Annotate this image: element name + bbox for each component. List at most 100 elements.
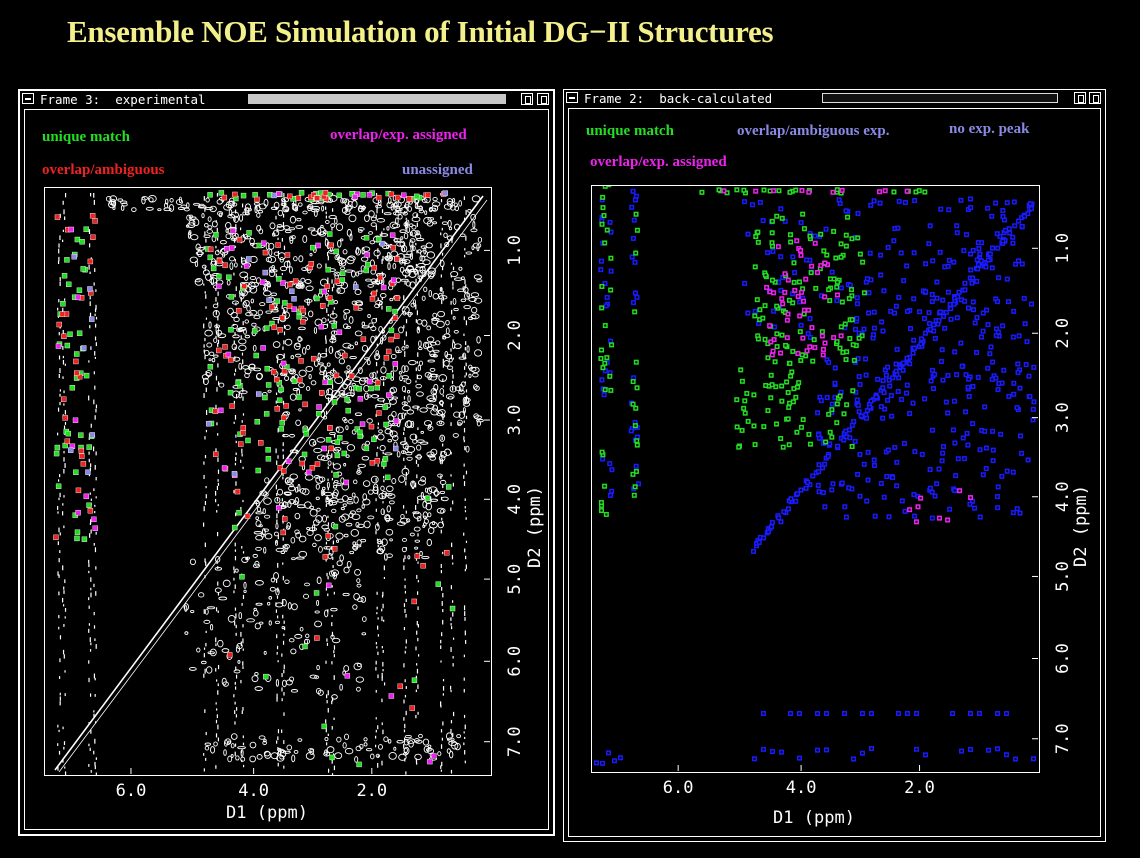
peak-marker [265, 382, 272, 388]
minimize-button[interactable] [1074, 92, 1086, 104]
contour-segment [417, 624, 419, 628]
contour-segment [204, 558, 206, 563]
contour-ring [131, 207, 137, 213]
contour-segment [327, 487, 329, 491]
contour-segment [405, 598, 407, 603]
peak-marker [392, 361, 399, 367]
contour-ring [304, 474, 314, 481]
contour-segment [403, 379, 405, 383]
frame-content [24, 109, 549, 830]
contour-segment [62, 307, 64, 313]
peak-marker [435, 581, 442, 587]
calc-peak-center [900, 251, 903, 254]
contour-ring [305, 344, 311, 350]
contour-ring [241, 556, 249, 563]
contour-ring [298, 535, 307, 543]
peak-marker [309, 465, 316, 471]
contour-segment [89, 533, 91, 538]
title-drag-bar[interactable] [822, 93, 1058, 103]
peak-marker [252, 192, 258, 198]
calc-peak-center [913, 347, 916, 350]
contour-segment [281, 687, 283, 692]
contour-segment [240, 335, 242, 339]
contour-ring [376, 218, 385, 223]
contour-segment [203, 768, 205, 772]
legend-overlap-assigned: overlap/exp. assigned [590, 154, 727, 170]
contour-ring [253, 202, 260, 206]
contour-ring [366, 418, 373, 424]
contour-segment [283, 353, 285, 359]
calc-peak-center [1027, 458, 1030, 461]
contour-ring [452, 297, 457, 305]
contour-segment [381, 594, 384, 598]
calc-peak-center [998, 335, 1001, 338]
title-drag-bar[interactable] [248, 94, 506, 104]
peak-marker [212, 408, 218, 414]
calc-peak-center [833, 396, 836, 399]
contour-segment [62, 503, 64, 506]
contour-ring [369, 372, 375, 379]
window-menu-icon[interactable] [22, 93, 34, 104]
contour-segment [327, 478, 329, 482]
calc-peak-center [951, 712, 954, 715]
maximize-button[interactable] [537, 93, 549, 105]
contour-ring [190, 234, 199, 241]
calc-peak-center [902, 369, 905, 372]
contour-segment [205, 429, 208, 433]
contour-ring [401, 365, 406, 373]
calc-peak-center [942, 379, 945, 382]
calc-peak-center [997, 276, 1000, 279]
peak-marker [78, 432, 84, 438]
maximize-button[interactable] [1089, 92, 1101, 104]
window-menu-icon[interactable] [566, 92, 578, 103]
contour-ring [255, 511, 264, 515]
contour-ring [391, 434, 399, 442]
calc-peak-center [610, 231, 613, 234]
contour-ring [379, 445, 386, 452]
nmr-spectrum-plot[interactable] [44, 187, 492, 776]
contour-ring [210, 746, 216, 754]
contour-ring [361, 616, 367, 623]
contour-ring [420, 476, 427, 483]
contour-ring [178, 196, 182, 204]
contour-segment [89, 312, 92, 318]
peak-marker [314, 635, 320, 641]
contour-ring [441, 221, 449, 225]
contour-ring [375, 204, 382, 209]
contour-ring [295, 225, 304, 229]
contour-ring [370, 326, 377, 332]
contour-ring [403, 232, 409, 240]
calc-peak-center [817, 484, 820, 487]
frame-titlebar[interactable]: Frame 3: experimental [20, 91, 553, 107]
contour-ring [420, 491, 424, 500]
calc-peak-center [856, 399, 859, 402]
calc-peak-center [878, 190, 881, 193]
calc-peak-center [634, 485, 637, 488]
calc-peak-center [770, 374, 773, 377]
calc-peak-center [770, 525, 773, 528]
frame-experimental[interactable]: Frame 3: experimental unique match overl… [18, 89, 555, 836]
calc-peak-center [971, 422, 974, 425]
calc-peak-center [869, 204, 872, 207]
contour-segment [464, 381, 466, 384]
contour-segment [275, 400, 277, 404]
calc-peak-center [754, 310, 757, 313]
calc-peak-center [974, 321, 977, 324]
contour-segment [450, 623, 452, 626]
contour-segment [204, 291, 206, 294]
contour-ring [206, 606, 216, 610]
calc-peak-center [895, 373, 898, 376]
contour-ring [392, 263, 397, 270]
frame-titlebar[interactable]: Frame 2: back-calculated [564, 90, 1105, 106]
contour-ring [286, 744, 293, 751]
contour-ring [230, 733, 238, 740]
calc-peak-center [779, 520, 782, 523]
minimize-button[interactable] [521, 93, 533, 105]
calc-peak-center [972, 249, 975, 252]
nmr-spectrum-plot[interactable] [591, 185, 1040, 773]
peak-marker [368, 385, 374, 392]
contour-ring [340, 266, 346, 271]
calc-peak-center [843, 712, 846, 715]
contour-ring [238, 362, 242, 370]
frame-back-calculated[interactable]: Frame 2: back-calculated unique match ov… [563, 89, 1106, 842]
